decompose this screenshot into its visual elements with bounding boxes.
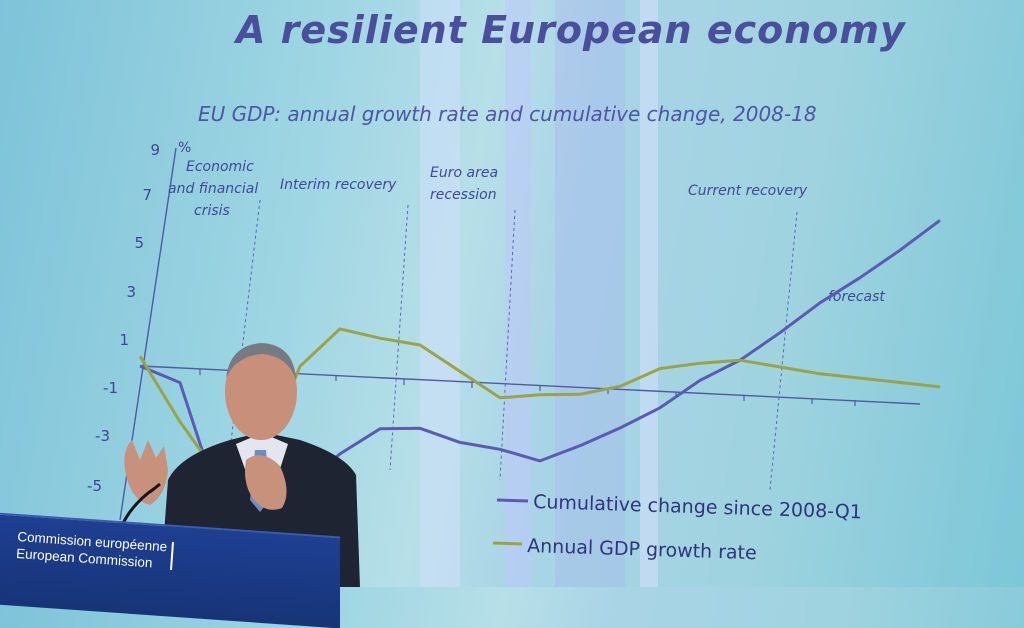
light-beam	[420, 0, 460, 587]
y-tick-label: 7	[142, 186, 152, 204]
speaker-hand-left	[124, 440, 168, 505]
forecast-label: forecast	[828, 289, 885, 305]
period-divider	[389, 204, 409, 471]
y-tick-label: 3	[126, 283, 136, 301]
period-divider	[769, 211, 798, 491]
legend-swatch-growth	[492, 541, 523, 546]
speaker-head	[225, 344, 297, 440]
chart-subtitle: EU GDP: annual growth rate and cumulativ…	[198, 102, 817, 126]
light-beam	[555, 0, 625, 587]
y-tick-label: -3	[95, 427, 110, 445]
period-label-line: recession	[430, 187, 497, 203]
period-label: Current recovery	[688, 183, 808, 199]
y-tick-label: 1	[119, 331, 129, 349]
light-beam	[505, 0, 531, 587]
period-label-line: Euro area	[430, 165, 498, 181]
period-label-line: Economic	[186, 159, 254, 175]
period-label-line: crisis	[194, 203, 230, 219]
light-beam	[640, 0, 658, 587]
speaker-hair	[226, 343, 296, 380]
y-tick-label: -5	[87, 477, 102, 495]
speaker	[118, 343, 360, 587]
period-dividers	[229, 199, 798, 491]
period-labels: Economic and financial crisis Interim reco…	[168, 159, 885, 305]
legend-swatch-cumulative	[496, 498, 529, 503]
slide-title: A resilient European economy	[236, 8, 906, 52]
y-axis-unit: %	[178, 140, 191, 156]
photo-scene: A resilient European economy EU GDP: ann…	[0, 0, 941, 628]
period-label: Interim recovery	[280, 177, 397, 193]
y-tick-label: -1	[103, 379, 118, 397]
x-ticks	[199, 369, 856, 406]
y-tick-labels: 9 7 5 3 1 -1 -3 -5	[87, 141, 160, 495]
period-label: Economic and financial crisis	[168, 159, 258, 219]
speaker-hand-right	[245, 455, 287, 510]
y-tick-label: 5	[134, 234, 144, 252]
period-label-line: and financial	[168, 181, 258, 197]
period-label: Euro area recession	[430, 165, 498, 203]
y-tick-label: 9	[150, 141, 160, 159]
